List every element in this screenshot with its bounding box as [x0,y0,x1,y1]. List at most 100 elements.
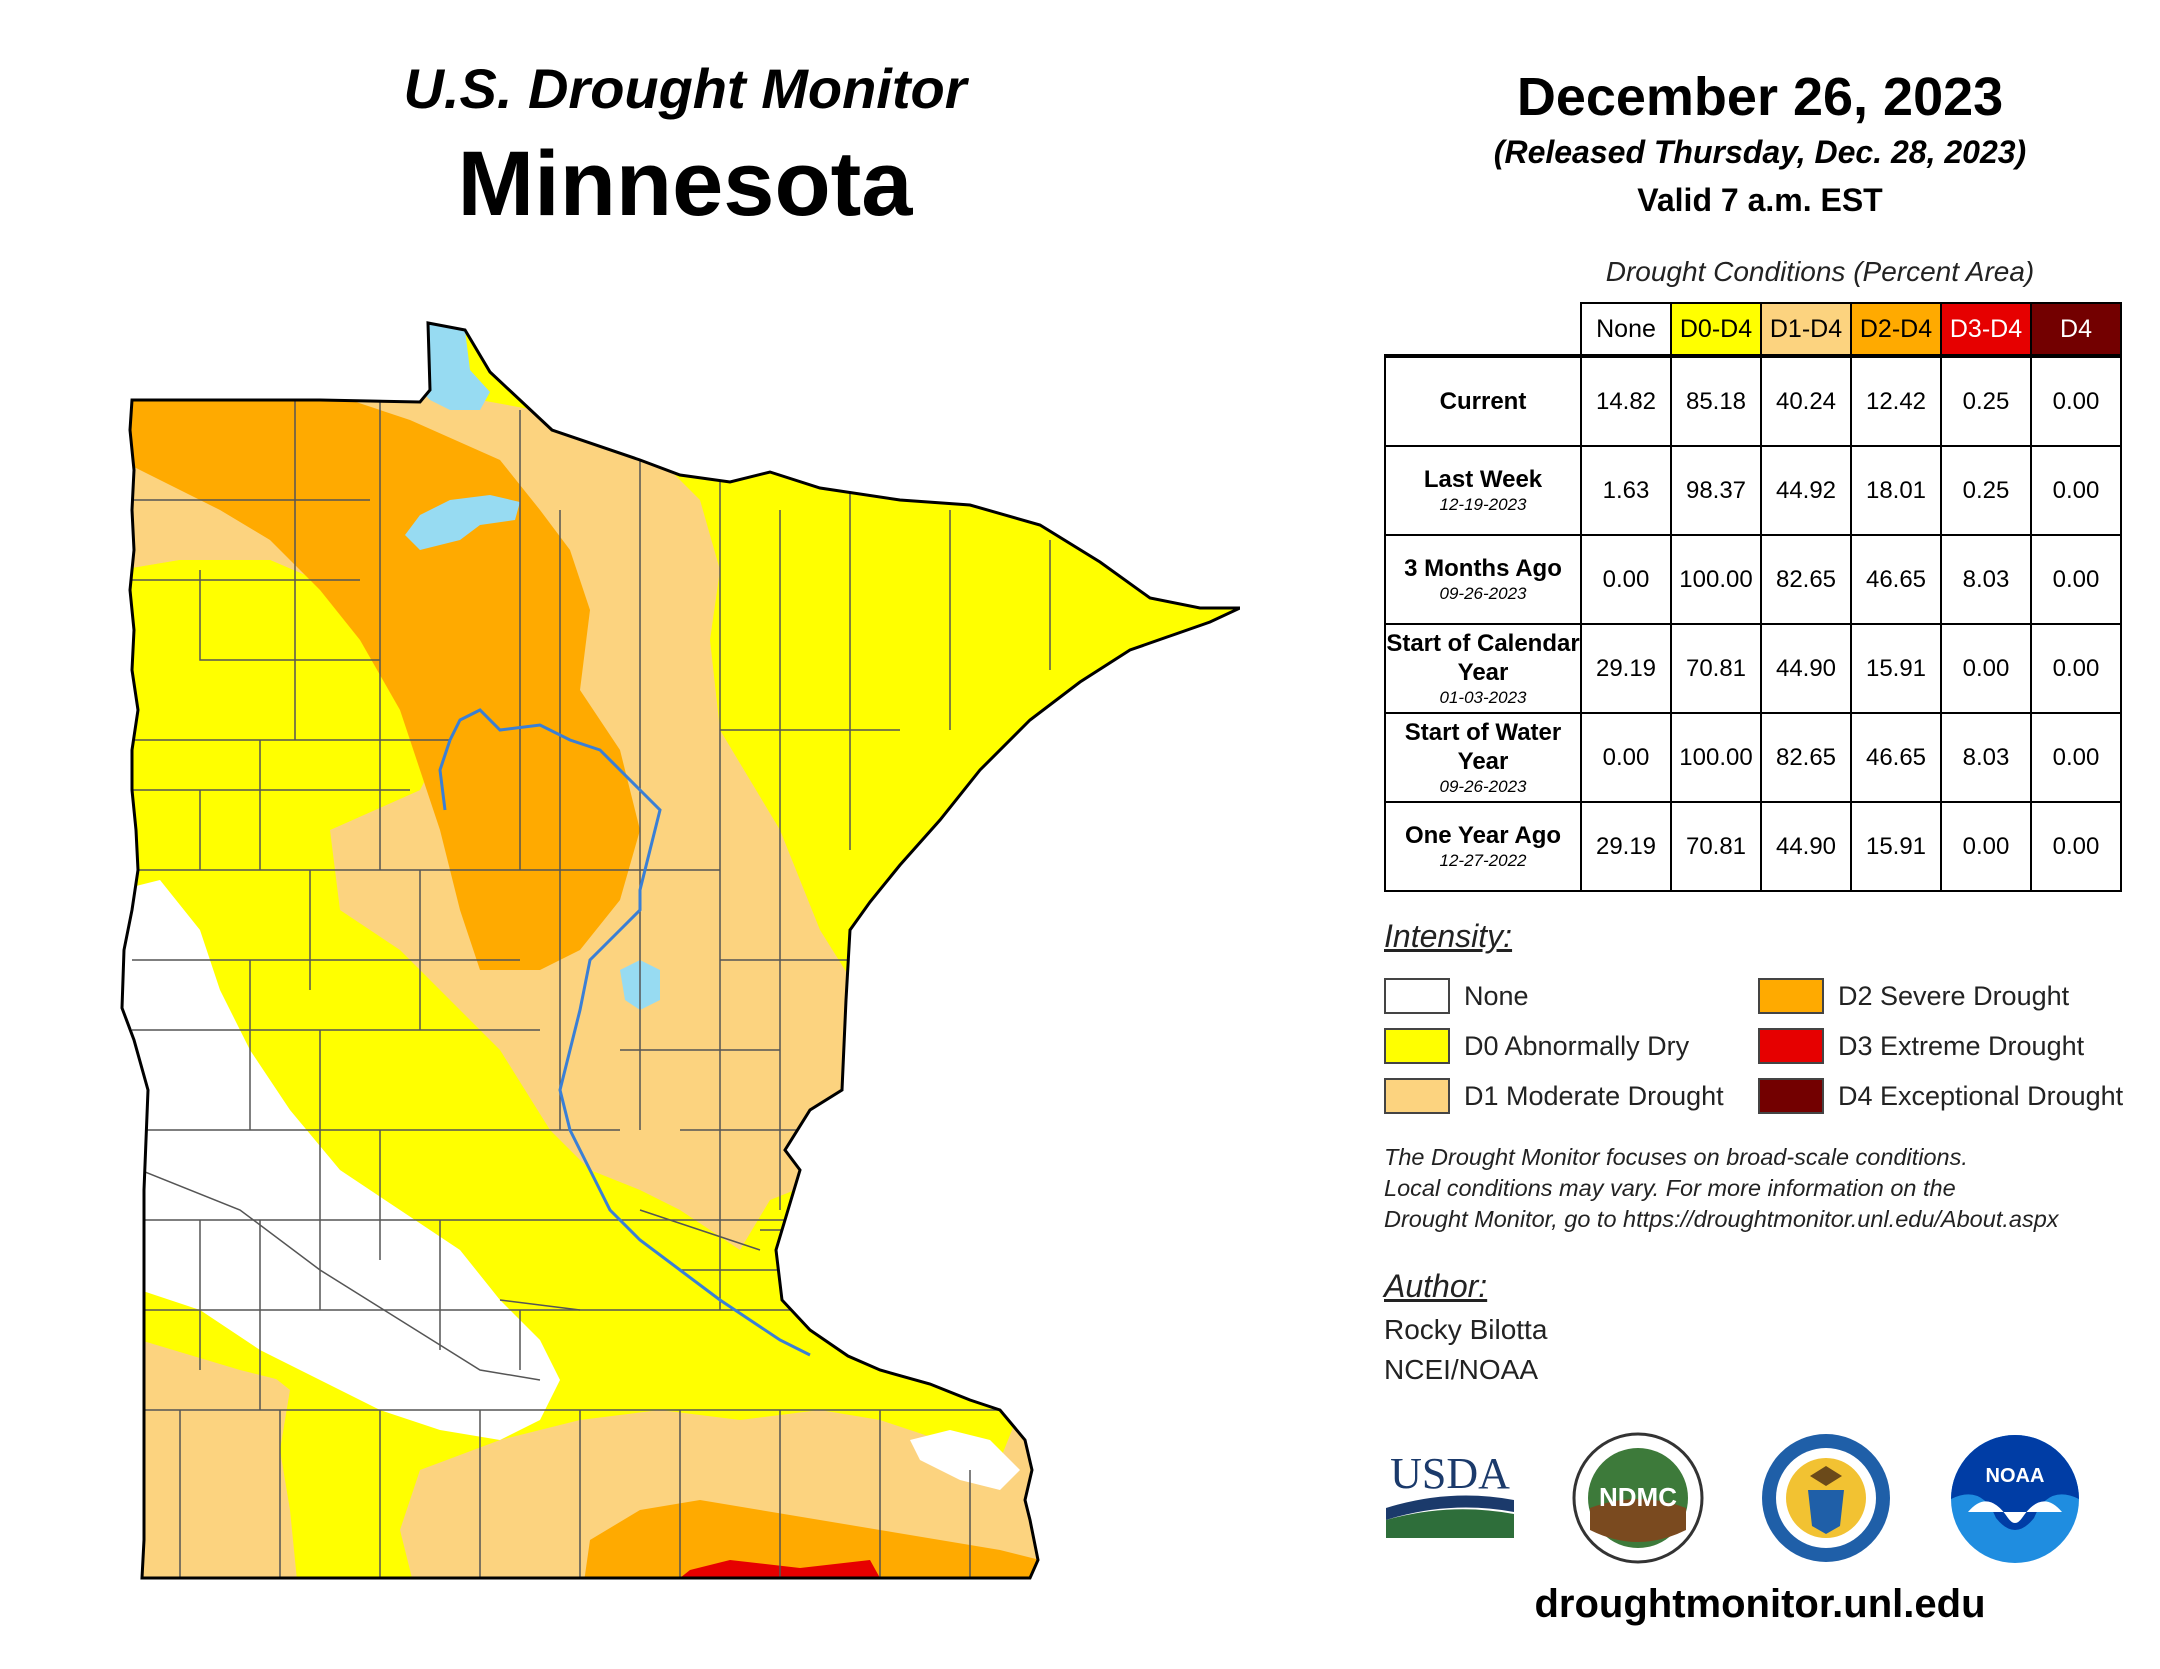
usda-logo-icon: USDA [1386,1449,1514,1538]
row-date: 12-19-2023 [1439,495,1527,514]
table-cell: 1.63 [1580,445,1672,536]
row-date: 09-26-2023 [1439,776,1527,796]
col-header-d4: D4 [2030,302,2122,357]
table-cell: 44.90 [1760,623,1852,714]
table-cell: 100.00 [1670,712,1762,803]
ndmc-logo-icon: NDMC [1572,1432,1704,1564]
table-cell: 0.00 [2030,801,2122,892]
author-title: Author: [1384,1268,1488,1304]
table-cell: 0.00 [1580,534,1672,625]
table-row: Start of Water Year 09-26-2023 0.00 100.00 8… [1384,712,2122,803]
col-header-d0-d4: D0-D4 [1670,302,1762,357]
table-row: Start of Calendar Year 01-03-2023 29.19 70.… [1384,623,2122,714]
row-label-text: 3 Months Ago [1404,555,1562,582]
map-subtitle: U.S. Drought Monitor [403,57,967,120]
table-cell: 0.00 [2030,354,2122,447]
table-row: One Year Ago 12-27-2022 29.19 70.81 44.90 15.… [1384,801,2122,892]
legend-item-none: None [1384,976,1529,1016]
legend-swatch [1758,978,1824,1014]
legend-item-d2: D2 Severe Drought [1758,976,2069,1016]
noaa-logo-icon: NOAA [1951,1435,2079,1563]
col-header-d2-d4: D2-D4 [1850,302,1942,357]
row-label: One Year Ago 12-27-2022 [1384,801,1582,892]
row-date: 01-03-2023 [1439,687,1527,707]
minnesota-drought-map [120,321,1240,1580]
legend-swatch [1758,1078,1824,1114]
legend-item-d4: D4 Exceptional Drought [1758,1076,2123,1116]
table-cell: 18.01 [1850,445,1942,536]
usda-logo-text: USDA [1390,1449,1510,1498]
legend-label: D2 Severe Drought [1838,980,2070,1011]
table-cell: 0.00 [2030,445,2122,536]
legend-swatch [1384,1078,1450,1114]
table-cell: 29.19 [1580,801,1672,892]
row-label-text: Start of Water Year [1404,718,1562,775]
table-cell: 8.03 [1940,712,2032,803]
col-header-d1-d4: D1-D4 [1760,302,1852,357]
release-date: (Released Thursday, Dec. 28, 2023) [1493,134,2027,170]
noaa-logo-text: NOAA [1986,1465,2045,1487]
col-header-d3-d4: D3-D4 [1940,302,2032,357]
legend-label: D1 Moderate Drought [1464,1080,1724,1111]
row-label-text: Current [1439,388,1527,415]
note-line: Local conditions may vary. For more info… [1384,1175,1956,1201]
table-cell: 8.03 [1940,534,2032,625]
row-label-text: Start of Calendar Year [1386,629,1580,686]
row-date: 12-27-2022 [1439,851,1527,870]
valid-time: Valid 7 a.m. EST [1637,182,1883,218]
row-label: Start of Calendar Year 01-03-2023 [1384,623,1582,714]
table-cell: 0.00 [2030,623,2122,714]
ndmc-logo-text: NDMC [1599,1482,1677,1512]
legend-item-d0: D0 Abnormally Dry [1384,1026,1689,1066]
table-row: Last Week 12-19-2023 1.63 98.37 44.92 18.01 0.… [1384,445,2122,536]
legend-item-d3: D3 Extreme Drought [1758,1026,2084,1066]
legend-title: Intensity: [1384,918,1513,954]
legend-swatch [1384,978,1450,1014]
table-cell: 100.00 [1670,534,1762,625]
map-title: Minnesota [457,133,913,235]
valid-date: December 26, 2023 [1516,67,2004,127]
row-label-text: One Year Ago [1404,822,1562,849]
table-corner [1385,303,1582,357]
table-cell: 15.91 [1850,623,1942,714]
drought-conditions-table: None D0-D4 D1-D4 D2-D4 D3-D4 D4 Current 1… [1384,302,2122,892]
table-cell: 0.00 [2030,712,2122,803]
row-label: Last Week 12-19-2023 [1384,445,1582,536]
table-cell: 0.25 [1940,445,2032,536]
table-cell: 0.25 [1940,354,2032,447]
site-url-link[interactable]: droughtmonitor.unl.edu [1534,1582,1986,1626]
legend-label: D0 Abnormally Dry [1464,1030,1690,1061]
legend-swatch [1758,1028,1824,1064]
commerce-seal-icon [1762,1434,1890,1562]
table-cell: 29.19 [1580,623,1672,714]
table-cell: 98.37 [1670,445,1762,536]
table-cell: 14.82 [1580,354,1672,447]
disclaimer-note: The Drought Monitor focuses on broad-sca… [1384,1142,2144,1235]
row-label: 3 Months Ago 09-26-2023 [1384,534,1582,625]
table-cell: 0.00 [1580,712,1672,803]
table-cell: 46.65 [1850,534,1942,625]
table-cell: 44.92 [1760,445,1852,536]
legend-label: D4 Exceptional Drought [1838,1080,2124,1111]
table-cell: 0.00 [1940,801,2032,892]
row-label: Current [1384,354,1582,447]
table-cell: 46.65 [1850,712,1942,803]
row-date: 09-26-2023 [1439,584,1527,603]
table-cell: 85.18 [1670,354,1762,447]
note-line: The Drought Monitor focuses on broad-sca… [1384,1144,1968,1170]
author-org: NCEI/NOAA [1384,1354,1539,1385]
col-header-none: None [1580,302,1672,357]
row-label: Start of Water Year 09-26-2023 [1384,712,1582,803]
legend-label: D3 Extreme Drought [1838,1030,2085,1061]
table-row: 3 Months Ago 09-26-2023 0.00 100.00 82.65 46.… [1384,534,2122,625]
table-row: Current 14.82 85.18 40.24 12.42 0.25 0.00 [1384,354,2122,447]
row-label-text: Last Week [1423,466,1543,493]
table-cell: 44.90 [1760,801,1852,892]
table-cell: 82.65 [1760,712,1852,803]
table-caption: Drought Conditions (Percent Area) [1605,256,2035,287]
table-cell: 0.00 [1940,623,2032,714]
legend-label: None [1464,980,1529,1011]
legend-item-d1: D1 Moderate Drought [1384,1076,1724,1116]
table-cell: 40.24 [1760,354,1852,447]
table-cell: 70.81 [1670,623,1762,714]
